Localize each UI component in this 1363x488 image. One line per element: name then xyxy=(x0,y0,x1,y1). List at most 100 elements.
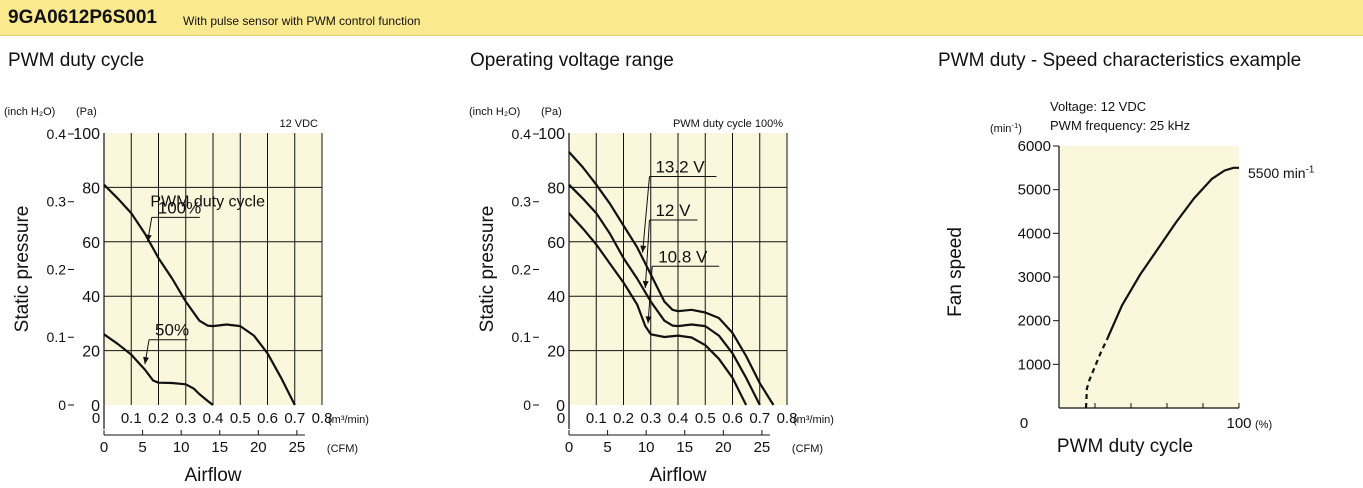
chart2-cfm-tick-label: 0 xyxy=(565,439,573,456)
chart1-y-tick-label: 80 xyxy=(82,180,100,197)
chart1-y2-tick-label: 0 xyxy=(58,397,66,413)
chart2-x-tick-label: 0.6 xyxy=(722,410,743,427)
chart2-y-tick-label: 0 xyxy=(556,398,565,415)
chart2-x-tick-label: 0.3 xyxy=(640,410,661,427)
chart2-x-tick-label: 0 xyxy=(557,410,565,427)
chart1-y-axis-title: Static pressure xyxy=(12,206,33,333)
chart2-series-12-v-line xyxy=(568,183,761,406)
chart1-x-tick-label: 0.2 xyxy=(148,410,169,427)
chart2-y2-tick-label: 0.3 xyxy=(512,194,532,210)
chart3-x-unit: (%) xyxy=(1255,419,1272,431)
chart2-y2-tick-label: 0.1 xyxy=(512,329,532,345)
chart2-annotation-arrow xyxy=(640,245,647,253)
chart2-annotation-leader xyxy=(647,266,653,324)
chart2-cfm-tick-label: 5 xyxy=(603,439,611,456)
model-subtitle: With pulse sensor with PWM control funct… xyxy=(183,14,421,28)
chart1-y-tick-label: 100 xyxy=(73,126,100,143)
chart3-speed-curve xyxy=(1106,166,1239,339)
chart1-cfm-unit: (CFM) xyxy=(327,443,358,455)
chart1-y2-tick-label: 0.3 xyxy=(47,194,67,210)
model-number: 9GA0612P6S001 xyxy=(8,7,157,28)
chart1-y2-tick-label: 0.4 xyxy=(47,126,67,142)
chart3-y-tick-label: 6000 xyxy=(1018,138,1051,155)
chart3-condition-frequency: PWM frequency: 25 kHz xyxy=(1050,118,1190,133)
chart2-cfm-unit: (CFM) xyxy=(792,443,823,455)
chart1-cfm-tick-label: 10 xyxy=(173,439,190,456)
chart2-cfm-tick-label: 15 xyxy=(676,439,693,456)
chart2-y-axis-title: Static pressure xyxy=(477,206,498,333)
chart1-y-tick-label: 60 xyxy=(82,235,100,252)
chart3-y-tick-label: 1000 xyxy=(1018,356,1051,373)
chart2-annotation-label: 10.8 V xyxy=(658,247,708,266)
chart1-cfm-tick-label: 25 xyxy=(289,439,306,456)
chart3-y-unit: (min-1) xyxy=(990,121,1022,135)
chart3-y-axis-title: Fan speed xyxy=(945,227,966,317)
chart3-plot-area xyxy=(1059,146,1239,408)
chart2-y2-tick-label: 0 xyxy=(523,397,531,413)
chart1-x-tick-label: 0.6 xyxy=(257,410,278,427)
chart2-annotation-leader xyxy=(642,176,650,253)
chart1-annotation-arrow xyxy=(145,234,152,242)
chart3-y-tick-label: 5000 xyxy=(1018,182,1051,199)
chart2-x-axis-title: Airflow xyxy=(649,465,706,486)
chart2-condition: PWM duty cycle 100% xyxy=(673,118,783,130)
chart1-legend-title: PWM duty cycle xyxy=(150,193,265,210)
chart1-title: PWM duty cycle xyxy=(8,50,145,71)
chart2-x-tick-label: 0.5 xyxy=(695,410,716,427)
chart1-condition: 12 VDC xyxy=(279,118,318,130)
chart2-y-tick-label: 60 xyxy=(547,235,565,252)
chart2-series-10-8-v-line xyxy=(568,212,748,406)
chart2-annotation-arrow xyxy=(645,316,652,324)
chart2-title: Operating voltage range xyxy=(470,50,674,71)
chart1-y-tick-label: 40 xyxy=(82,289,100,306)
chart1-cfm-tick-label: 0 xyxy=(100,439,108,456)
chart1-cfm-tick-label: 20 xyxy=(250,439,267,456)
chart1-x-tick-label: 0.3 xyxy=(175,410,196,427)
chart2-y2-tick-label: 0.4 xyxy=(512,126,532,142)
chart1-annotation-arrow xyxy=(143,356,150,365)
chart2-annotation-label: 12 V xyxy=(655,201,691,220)
chart1-y-unit: (Pa) xyxy=(76,106,97,118)
chart1-y2-tick-label: 0.2 xyxy=(47,261,67,277)
chart3-x-tick-label: 100 xyxy=(1226,415,1251,432)
chart2-x-tick-label: 0.7 xyxy=(749,410,770,427)
chart1-cfm-tick-label: 5 xyxy=(138,439,146,456)
chart3-condition-voltage: Voltage: 12 VDC xyxy=(1050,99,1146,114)
chart3-x-axis-title: PWM duty cycle xyxy=(1057,436,1193,457)
chart1-x-tick-label: 0.7 xyxy=(284,410,305,427)
chart1-series-100--line xyxy=(103,183,296,406)
chart1-y-tick-label: 20 xyxy=(82,344,100,361)
chart3-y-tick-label: 4000 xyxy=(1018,225,1051,242)
chart1-x-tick-label: 0.4 xyxy=(203,410,224,427)
chart2-annotation-leader xyxy=(644,220,650,289)
chart2-x-unit: (m³/min) xyxy=(793,414,834,426)
chart2-cfm-tick-label: 25 xyxy=(754,439,771,456)
chart1-x-tick-label: 0.8 xyxy=(312,410,333,427)
chart1-x-tick-label: 0 xyxy=(92,410,100,427)
chart2-y-unit: (Pa) xyxy=(541,106,562,118)
chart1-series-50--line xyxy=(103,333,214,406)
chart1-y2-unit: (inch H₂O) xyxy=(4,106,55,118)
chart3-y-tick-label: 3000 xyxy=(1018,269,1051,286)
chart2-x-tick-label: 0.8 xyxy=(777,410,798,427)
chart2-cfm-tick-label: 10 xyxy=(638,439,655,456)
chart2-x-tick-label: 0.2 xyxy=(613,410,634,427)
chart2-y-tick-label: 40 xyxy=(547,289,565,306)
chart1-x-tick-label: 0.1 xyxy=(121,410,142,427)
chart2-y2-unit: (inch H₂O) xyxy=(469,106,520,118)
chart2-cfm-tick-label: 20 xyxy=(715,439,732,456)
chart2-y-tick-label: 20 xyxy=(547,344,565,361)
chart3-end-label: 5500 min-1 xyxy=(1248,165,1314,181)
chart2-x-tick-label: 0.4 xyxy=(668,410,689,427)
chart2-y-tick-label: 80 xyxy=(547,180,565,197)
chart1-annotation-label: 100% xyxy=(158,198,201,217)
chart3-title: PWM duty - Speed characteristics example xyxy=(938,50,1302,71)
chart1-y2-tick-label: 0.1 xyxy=(47,329,67,345)
chart2-y-tick-label: 100 xyxy=(538,126,565,143)
chart2-annotation-label: 13.2 V xyxy=(655,158,705,177)
chart1-y-tick-label: 0 xyxy=(91,398,100,415)
chart1-x-axis-title: Airflow xyxy=(184,465,241,486)
chart1-x-tick-label: 0.5 xyxy=(230,410,251,427)
chart1-x-unit: (m³/min) xyxy=(328,414,369,426)
chart1-annotation-label: 50% xyxy=(155,321,189,340)
